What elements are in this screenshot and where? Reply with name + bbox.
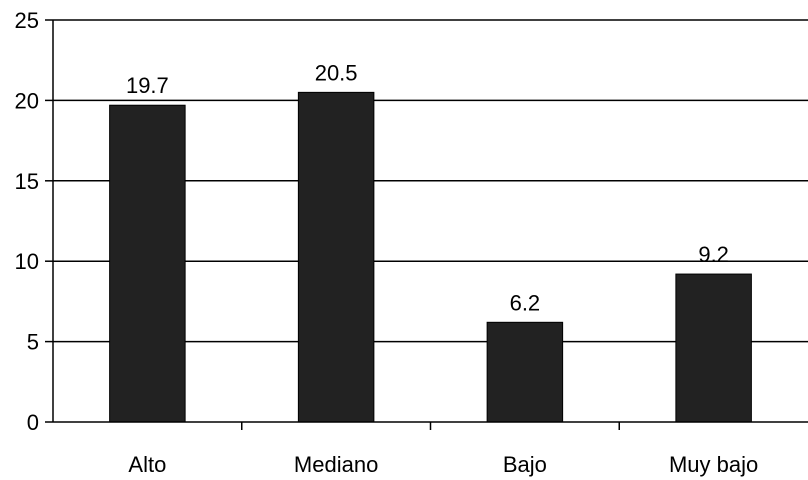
y-tick-label: 10 bbox=[15, 249, 39, 274]
bar-mediano bbox=[297, 91, 375, 423]
bar-alto bbox=[109, 104, 186, 423]
y-tick-label: 25 bbox=[15, 8, 39, 33]
data-label: 6.2 bbox=[510, 290, 541, 315]
bar-bajo bbox=[486, 321, 564, 423]
bar-muy-bajo bbox=[675, 273, 752, 423]
x-tick-label: Alto bbox=[128, 452, 166, 477]
y-tick-label: 15 bbox=[15, 169, 39, 194]
axes bbox=[45, 19, 808, 430]
y-tick-label: 20 bbox=[15, 88, 39, 113]
x-tick-label: Muy bajo bbox=[669, 452, 758, 477]
data-label: 20.5 bbox=[315, 60, 358, 85]
y-tick-label: 0 bbox=[27, 410, 39, 435]
data-label: 9.2 bbox=[698, 242, 729, 267]
data-label: 19.7 bbox=[126, 73, 169, 98]
x-tick-label: Bajo bbox=[503, 452, 547, 477]
y-tick-label: 5 bbox=[27, 330, 39, 355]
bars bbox=[109, 91, 752, 423]
labels: 0 5 10 15 20 25 19.7 Alto 20.5 Mediano 6.2 Bajo 9.2 M… bbox=[15, 8, 759, 477]
x-tick-label: Mediano bbox=[294, 452, 378, 477]
